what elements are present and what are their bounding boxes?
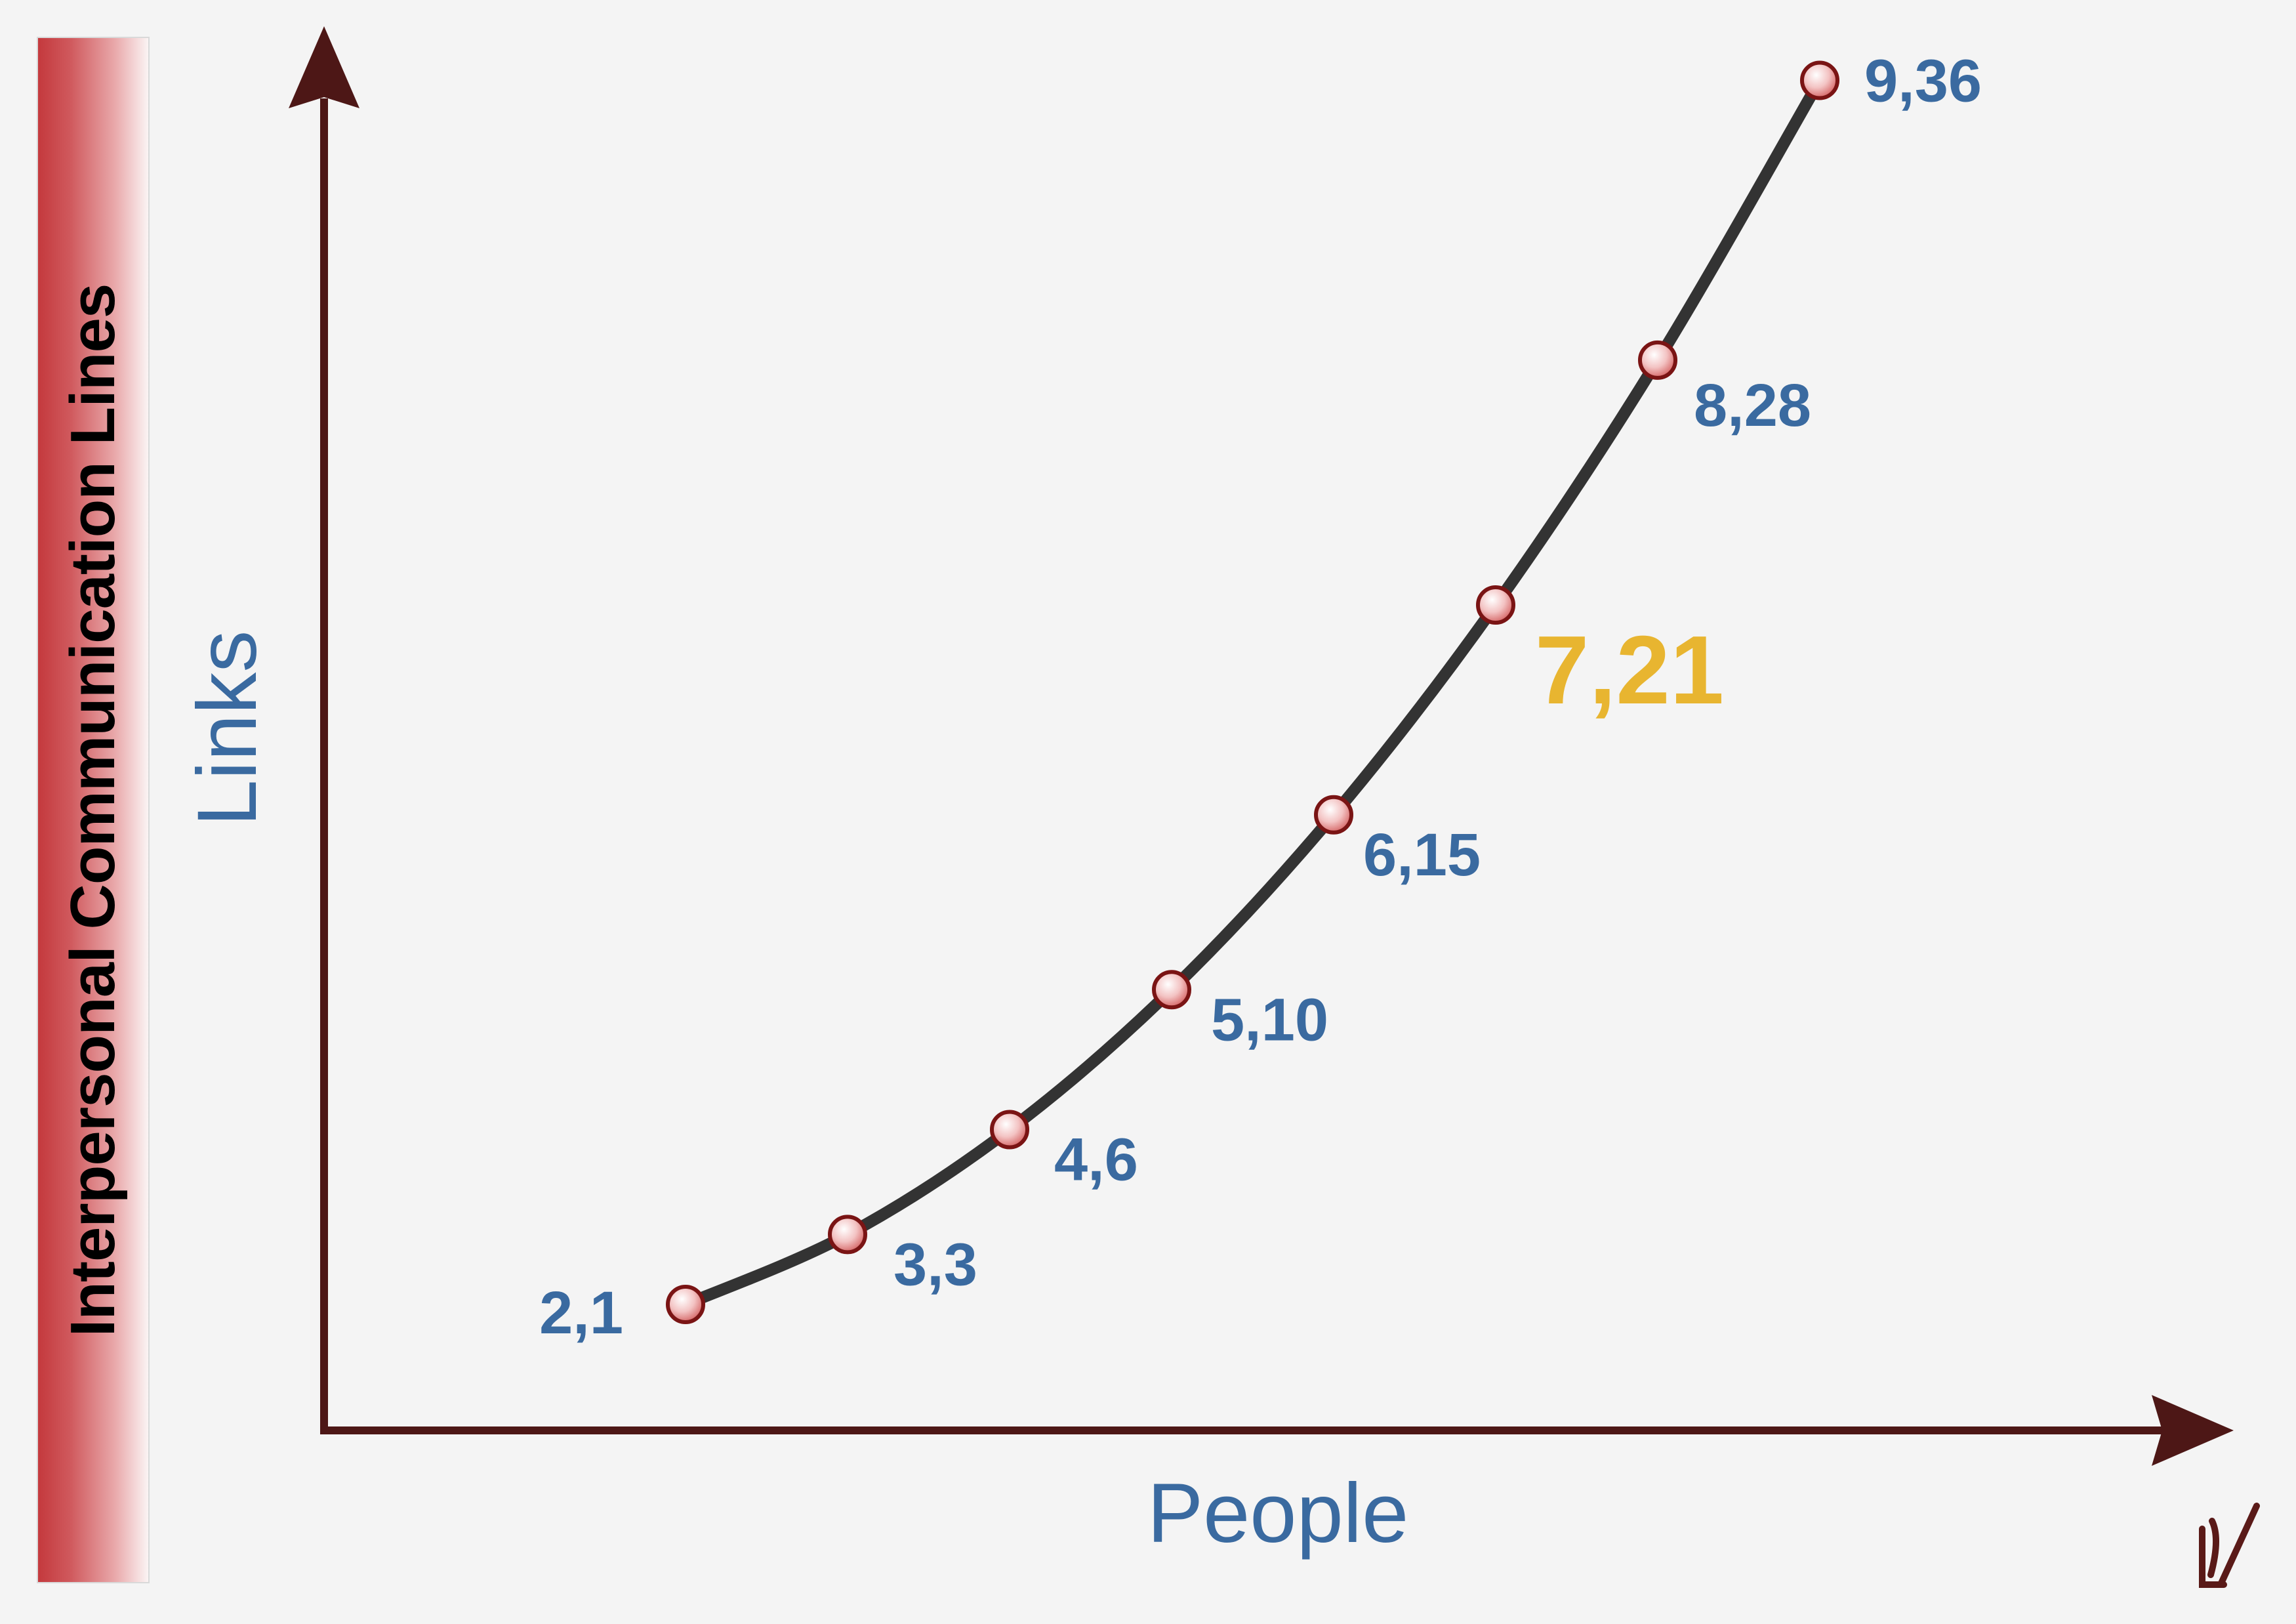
data-label-highlight: 7,21 (1535, 616, 1724, 724)
data-point (990, 1110, 1029, 1150)
data-label: 5,10 (1211, 986, 1328, 1053)
data-label: 2,1 (539, 1280, 623, 1346)
data-label: 9,36 (1864, 48, 1982, 115)
data-point (1476, 585, 1515, 625)
data-points (666, 60, 1839, 1324)
x-axis-label: People (1147, 1467, 1409, 1560)
x-axis-arrow (2152, 1395, 2234, 1466)
y-axis-label: Links (180, 631, 274, 827)
data-point (1638, 340, 1677, 380)
data-point (666, 1285, 705, 1324)
data-label: 4,6 (1054, 1127, 1138, 1194)
data-point (1800, 60, 1839, 100)
data-label: 3,3 (893, 1231, 977, 1298)
y-axis-arrow (289, 26, 359, 108)
title-band (37, 37, 150, 1583)
data-label: 8,28 (1694, 372, 1811, 439)
data-point (1314, 795, 1353, 835)
brand-logo (2199, 1503, 2260, 1588)
data-point (1152, 970, 1191, 1010)
data-labels: 2,1 3,3 4,6 5,10 6,15 7,21 8,28 9,36 (539, 48, 1982, 1347)
data-point (828, 1215, 867, 1255)
data-label: 6,15 (1363, 822, 1481, 888)
